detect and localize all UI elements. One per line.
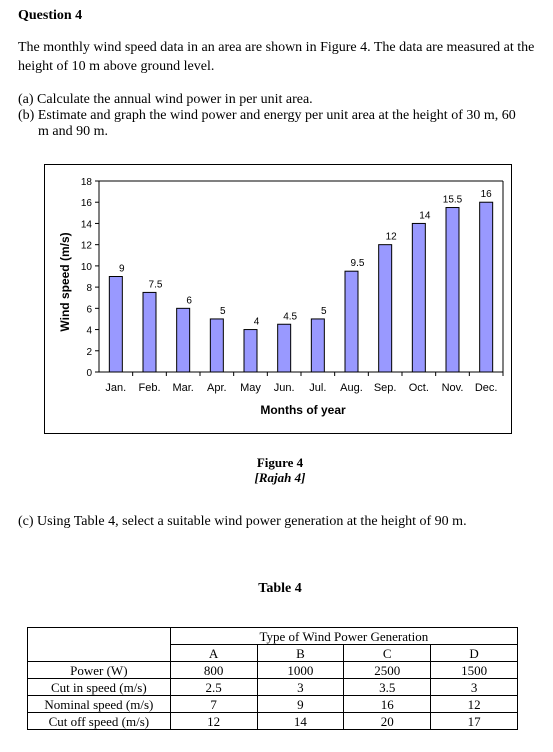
- data-label: 9: [119, 264, 125, 275]
- data-label: 12: [386, 232, 398, 243]
- table-cell: 16: [343, 695, 432, 713]
- table-cell: 7: [169, 695, 258, 713]
- bar: [243, 329, 258, 373]
- data-label: 9.5: [351, 258, 365, 269]
- chart-y-axis-label: Wind speed (m/s): [58, 232, 72, 331]
- x-tick-label: Jan.: [105, 382, 126, 394]
- table-row: Cut in speed (m/s) 2.5 3 3.5 3: [27, 678, 518, 696]
- table-cell: 12: [169, 712, 258, 730]
- table-row-label: Cut off speed (m/s): [27, 712, 171, 730]
- question-intro: The monthly wind speed data in an area a…: [18, 40, 535, 74]
- table-cell: 1500: [430, 661, 518, 679]
- data-label: 15.5: [443, 195, 463, 206]
- table-row: Nominal speed (m/s) 7 9 16 12: [27, 695, 518, 713]
- bar: [310, 318, 325, 373]
- table-cell: 2.5: [169, 678, 258, 696]
- y-tick-label: 12: [81, 241, 93, 252]
- table-row-label: Cut in speed (m/s): [27, 678, 171, 696]
- x-tick-label: May: [240, 382, 261, 394]
- table-cell: 12: [430, 695, 518, 713]
- wind-speed-bar-chart: 9 7.5 6 5 4 4.5 5 9.5 12 14 15.5 16 Jan. Feb. Mar. Apr…: [58, 177, 504, 417]
- table-cell: 3.5: [343, 678, 432, 696]
- x-tick-label: Mar.: [172, 382, 193, 394]
- y-tick-label: 10: [81, 262, 93, 273]
- x-tick-label: Aug.: [340, 382, 363, 394]
- data-label: 4: [254, 317, 260, 328]
- bar: [411, 222, 426, 373]
- x-tick-label: Feb.: [138, 382, 160, 394]
- x-tick-label: Jun.: [274, 382, 295, 394]
- table-cell: 800: [169, 661, 258, 679]
- table-group-header-row: Type of Wind Power Generation: [27, 627, 519, 662]
- table-cell: 3: [256, 678, 345, 696]
- data-label: 5: [321, 306, 327, 317]
- y-tick-label: 14: [81, 219, 93, 230]
- table-cell: 14: [256, 712, 345, 730]
- data-label: 6: [186, 295, 192, 306]
- table-row-label: Nominal speed (m/s): [27, 695, 171, 713]
- table-group-header: Type of Wind Power Generation: [169, 627, 519, 645]
- bar: [277, 323, 292, 373]
- table-column-header: C: [343, 644, 432, 662]
- y-tick-label: 4: [86, 326, 92, 337]
- bar: [108, 276, 123, 373]
- x-tick-label: Sep.: [374, 382, 397, 394]
- table-corner-cell: [27, 627, 171, 662]
- figure-caption-subtitle: [Rajah 4]: [254, 470, 306, 485]
- figure-caption: Figure 4 [Rajah 4]: [225, 455, 335, 485]
- table-cell: 2500: [343, 661, 432, 679]
- x-tick-label: Nov.: [442, 382, 464, 394]
- table-column-header: D: [430, 644, 518, 662]
- y-tick-label: 16: [81, 198, 93, 209]
- data-label: 16: [481, 189, 493, 200]
- figure-caption-title: Figure 4: [256, 455, 304, 470]
- table-row: Power (W) 800 1000 2500 1500: [27, 661, 518, 679]
- question-part-c: (c) Using Table 4, select a suitable win…: [18, 514, 467, 529]
- bar: [378, 244, 393, 373]
- table-cell: 20: [343, 712, 432, 730]
- bar: [344, 270, 359, 373]
- chart-y-tick-labels: 0 2 4 6 8 10 12 14 16 18: [81, 177, 93, 379]
- y-tick-label: 0: [86, 368, 92, 379]
- question-part-b-line1: (b) Estimate and graph the wind power an…: [18, 108, 516, 123]
- table-column-header: B: [256, 644, 345, 662]
- bar: [209, 318, 224, 373]
- question-part-b: (b) Estimate and graph the wind power an…: [18, 108, 548, 140]
- figure-4-chart: 9 7.5 6 5 4 4.5 5 9.5 12 14 15.5 16 Jan. Feb. Mar. Apr…: [44, 164, 512, 434]
- table-row: Cut off speed (m/s) 12 14 20 17: [27, 712, 518, 730]
- data-label: 14: [419, 210, 431, 221]
- bar: [479, 201, 494, 373]
- table-row-label: Power (W): [27, 661, 171, 679]
- table-cell: 1000: [256, 661, 345, 679]
- chart-data-labels: 9 7.5 6 5 4 4.5 5 9.5 12 14 15.5 16: [119, 189, 492, 327]
- y-tick-label: 8: [86, 283, 92, 294]
- y-tick-label: 2: [86, 347, 92, 358]
- table-cell: 17: [430, 712, 518, 730]
- table-title: Table 4: [258, 581, 302, 596]
- x-tick-label: Apr.: [207, 382, 227, 394]
- bar: [445, 207, 460, 373]
- x-tick-label: Oct.: [409, 382, 429, 394]
- data-label: 4.5: [283, 311, 297, 322]
- table-cell: 3: [430, 678, 518, 696]
- data-label: 5: [220, 306, 226, 317]
- chart-x-tick-labels: Jan. Feb. Mar. Apr. May Jun. Jul. Aug. Sep. Oct. N…: [105, 382, 497, 394]
- question-part-b-line2: m and 90 m.: [38, 124, 108, 139]
- data-label: 7.5: [149, 279, 163, 290]
- question-part-a: (a) Calculate the annual wind power in p…: [18, 92, 313, 107]
- y-tick-label: 6: [86, 304, 92, 315]
- chart-axes: [95, 180, 504, 376]
- chart-x-axis-label: Months of year: [260, 403, 346, 417]
- wind-generation-table: Type of Wind Power Generation A B C D Po…: [27, 627, 519, 730]
- x-tick-label: Jul.: [309, 382, 326, 394]
- chart-bars: [108, 201, 494, 373]
- bar: [142, 291, 157, 373]
- y-tick-label: 18: [81, 177, 93, 188]
- table-cell: 9: [256, 695, 345, 713]
- table-column-header: A: [169, 644, 258, 662]
- x-tick-label: Dec.: [475, 382, 498, 394]
- question-heading: Question 4: [18, 8, 83, 23]
- bar: [176, 307, 191, 373]
